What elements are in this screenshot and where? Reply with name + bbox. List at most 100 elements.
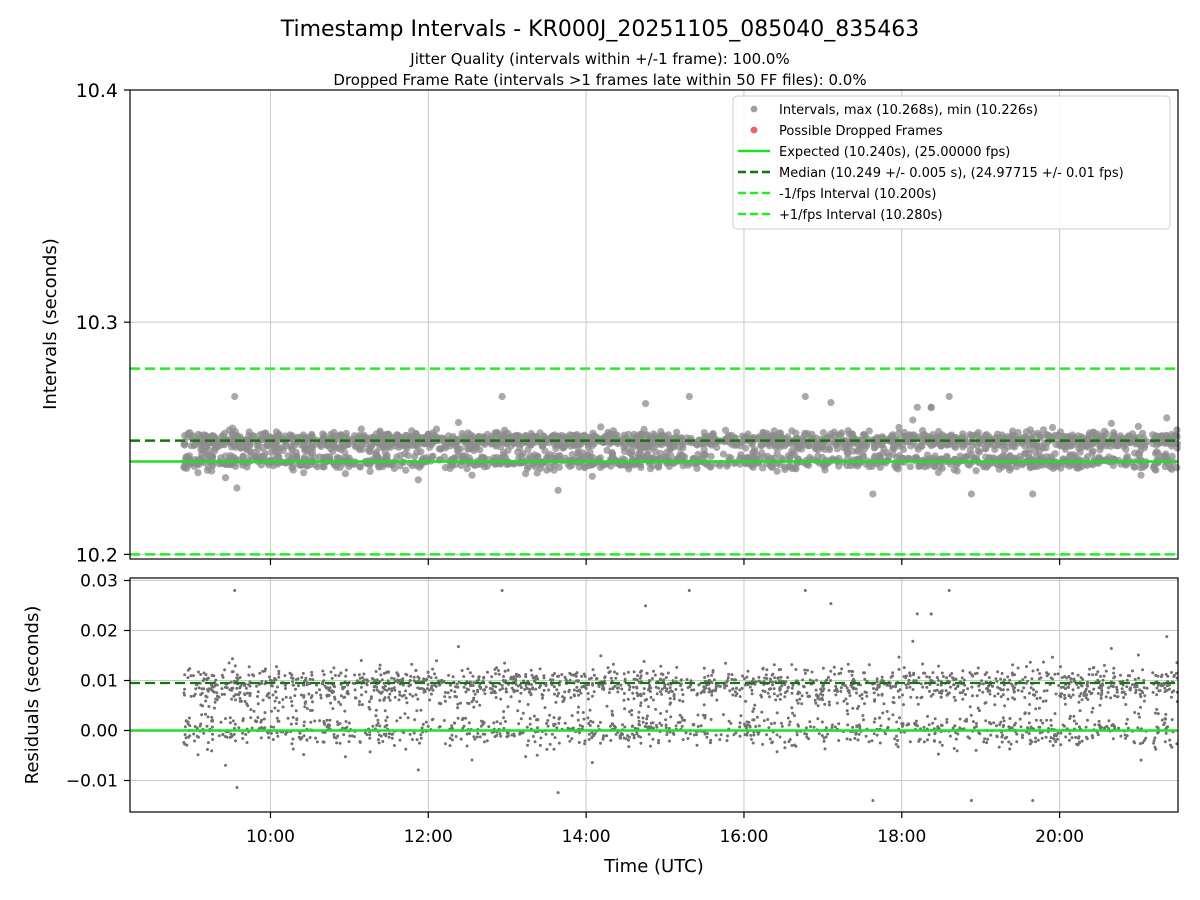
residual-point	[897, 695, 901, 699]
residual-point	[696, 725, 700, 728]
interval-point	[300, 441, 308, 449]
interval-point	[1029, 490, 1037, 498]
bottom-residual-points	[182, 589, 1179, 802]
residual-point	[378, 663, 382, 667]
residual-point	[783, 695, 787, 699]
residual-point	[1026, 726, 1030, 730]
residual-point	[650, 677, 654, 680]
residual-point	[827, 675, 830, 679]
residual-point	[1157, 689, 1161, 693]
residual-point	[1037, 706, 1041, 710]
residual-point	[504, 690, 508, 694]
residual-point	[588, 724, 592, 727]
residual-point	[385, 688, 389, 692]
residual-point	[581, 685, 585, 688]
residual-point	[220, 673, 224, 677]
residual-point	[1003, 678, 1006, 682]
residual-point	[490, 687, 494, 691]
residual-point	[545, 747, 549, 751]
interval-point	[707, 452, 715, 460]
residual-point	[1001, 693, 1005, 697]
residual-point	[419, 733, 423, 737]
residual-point	[260, 679, 264, 683]
residual-point	[267, 696, 271, 700]
residual-point	[528, 717, 532, 721]
interval-point	[411, 452, 419, 461]
residual-point	[329, 670, 333, 674]
residual-point	[1022, 686, 1026, 690]
residual-point	[199, 722, 203, 726]
residual-point	[1090, 710, 1094, 714]
residual-point	[912, 671, 916, 675]
residual-point	[602, 734, 606, 738]
residual-point	[631, 691, 635, 695]
residual-point	[273, 706, 277, 710]
residual-point	[821, 683, 825, 687]
residual-point	[664, 689, 668, 693]
residual-point	[668, 697, 672, 700]
residual-point	[596, 724, 600, 728]
residual-point	[270, 679, 273, 683]
residual-point	[375, 688, 379, 692]
residual-point	[1139, 758, 1143, 762]
residual-point	[382, 732, 386, 736]
residual-point	[1091, 673, 1095, 677]
residual-point	[761, 666, 765, 670]
residual-point	[1069, 677, 1073, 681]
interval-point	[890, 442, 898, 450]
residual-point	[619, 683, 623, 687]
residual-point	[688, 685, 692, 689]
residual-point	[209, 687, 213, 691]
residual-point	[767, 726, 771, 730]
residual-point	[192, 732, 196, 736]
residual-point	[353, 688, 357, 692]
residual-point	[667, 739, 671, 743]
residual-point	[898, 716, 902, 720]
residual-point	[398, 716, 402, 720]
residual-point	[244, 733, 248, 736]
residual-point	[705, 735, 709, 739]
residual-point	[584, 683, 588, 687]
residual-point	[749, 737, 753, 741]
residual-point	[235, 686, 239, 690]
residual-point	[905, 686, 909, 690]
residual-point	[660, 687, 664, 691]
interval-point	[1054, 431, 1062, 439]
residual-point	[827, 688, 831, 692]
residual-point	[233, 722, 237, 726]
residual-point	[905, 723, 909, 727]
residual-point	[649, 695, 653, 699]
interval-point	[291, 441, 299, 449]
residual-point	[944, 689, 948, 693]
residual-point	[749, 733, 753, 737]
residual-point	[515, 689, 519, 693]
residual-point	[687, 589, 691, 592]
residual-point	[1059, 731, 1063, 735]
residual-point	[639, 741, 643, 745]
residual-point	[248, 694, 252, 698]
residual-point	[230, 670, 234, 674]
residual-point	[212, 690, 216, 694]
residual-point	[1027, 721, 1031, 725]
interval-point	[927, 403, 935, 411]
residual-point	[631, 685, 635, 689]
residual-point	[912, 679, 916, 683]
interval-point	[837, 431, 845, 439]
residual-point	[907, 678, 911, 682]
residual-point	[578, 723, 582, 727]
interval-point	[587, 453, 595, 461]
residual-point	[711, 689, 715, 693]
residual-point	[980, 679, 983, 683]
interval-point	[1022, 428, 1031, 436]
residual-point	[245, 741, 249, 744]
interval-point	[181, 432, 189, 440]
interval-point	[906, 463, 914, 471]
residual-point	[1137, 676, 1141, 680]
residual-point	[375, 685, 379, 689]
residual-point	[337, 674, 341, 678]
residual-point	[426, 724, 430, 728]
residual-point	[230, 697, 234, 701]
residual-point	[1024, 681, 1028, 685]
interval-point	[1088, 449, 1096, 457]
residual-point	[499, 697, 503, 701]
